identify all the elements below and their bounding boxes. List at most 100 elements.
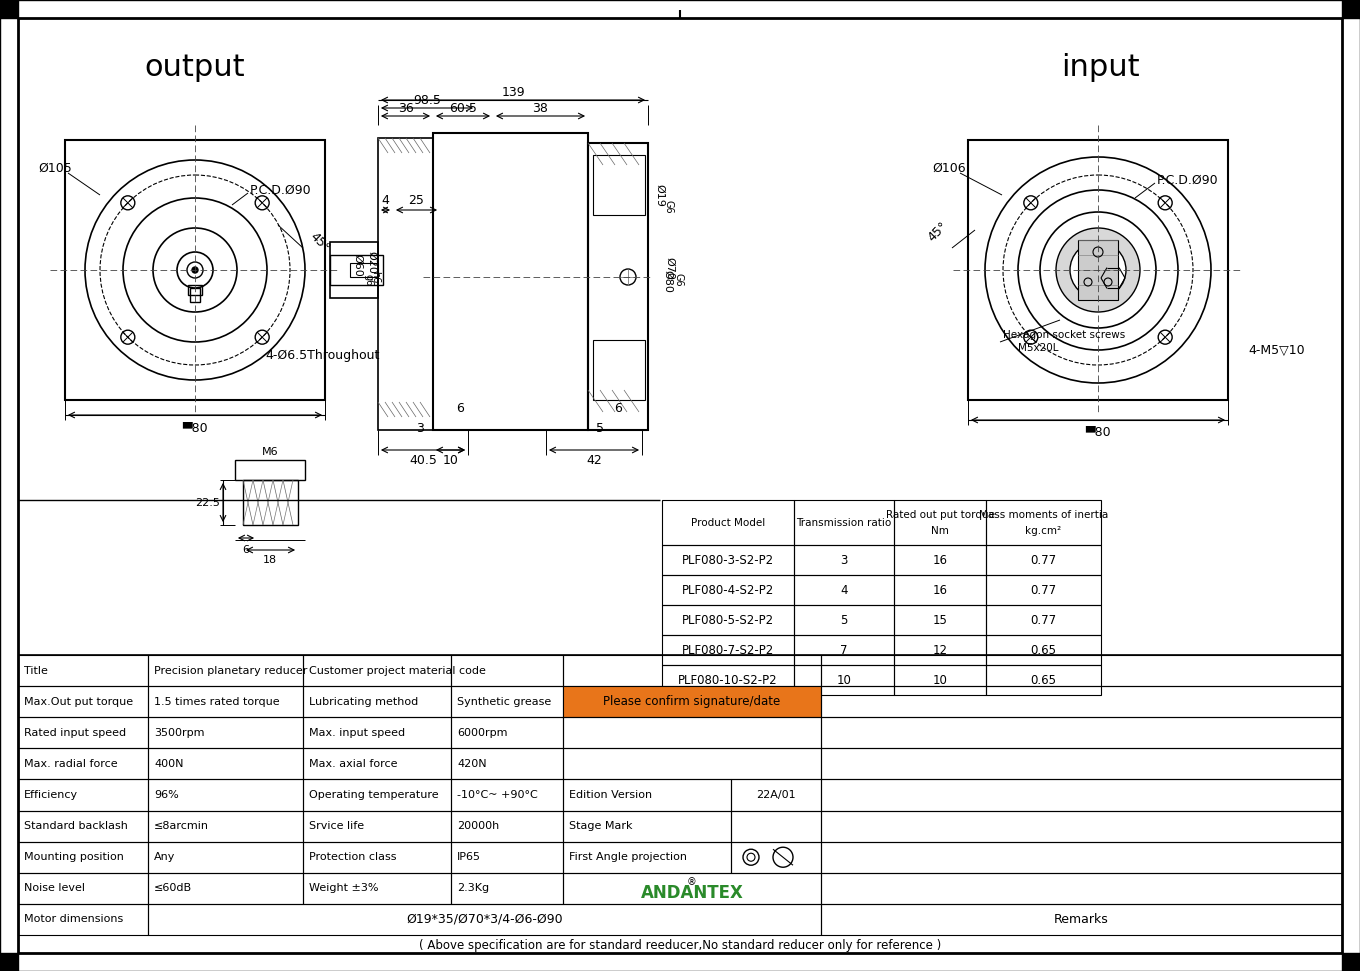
- Bar: [563, 749, 821, 780]
- Text: Protection class: Protection class: [309, 853, 397, 862]
- Bar: [452, 780, 563, 811]
- Bar: [986, 635, 1102, 665]
- Text: 22A/01: 22A/01: [756, 790, 796, 800]
- Text: 10: 10: [442, 453, 458, 466]
- Text: 96%: 96%: [154, 790, 178, 800]
- Text: Standard backlash: Standard backlash: [24, 821, 128, 831]
- Text: Ø19*35/Ø70*3/4-Ø6-Ø90: Ø19*35/Ø70*3/4-Ø6-Ø90: [407, 913, 563, 926]
- Bar: [563, 842, 732, 873]
- Bar: [148, 780, 303, 811]
- Bar: [821, 842, 1342, 873]
- Text: 6000rpm: 6000rpm: [457, 728, 507, 738]
- Bar: [794, 575, 894, 605]
- Text: 60.5: 60.5: [449, 102, 477, 115]
- Text: Edition Version: Edition Version: [568, 790, 653, 800]
- Bar: [148, 842, 303, 873]
- Text: 3: 3: [416, 421, 424, 434]
- Text: Title: Title: [24, 665, 48, 676]
- Text: 139: 139: [502, 85, 525, 98]
- Text: Max. radial force: Max. radial force: [24, 759, 117, 769]
- Bar: [188, 285, 203, 295]
- Bar: [18, 686, 148, 718]
- Bar: [986, 500, 1102, 545]
- Bar: [563, 686, 821, 718]
- Bar: [148, 873, 303, 904]
- Text: 400N: 400N: [154, 759, 184, 769]
- Text: Max.Out put torque: Max.Out put torque: [24, 696, 133, 707]
- Text: Stage Mark: Stage Mark: [568, 821, 632, 831]
- Bar: [378, 138, 432, 430]
- Text: h6: h6: [370, 271, 379, 284]
- Bar: [593, 340, 645, 400]
- Text: 10: 10: [836, 674, 851, 686]
- Text: ANDANTEX: ANDANTEX: [641, 885, 744, 902]
- Text: 38: 38: [533, 102, 548, 115]
- Text: ▀80: ▀80: [182, 421, 208, 434]
- Text: P.C.D.Ø90: P.C.D.Ø90: [250, 184, 311, 196]
- Bar: [563, 873, 821, 904]
- Bar: [235, 460, 305, 480]
- Bar: [732, 811, 821, 842]
- Text: ®: ®: [687, 878, 696, 887]
- Bar: [588, 143, 647, 430]
- Text: Precision planetary reducer: Precision planetary reducer: [154, 665, 307, 676]
- Text: 5: 5: [596, 421, 604, 434]
- Bar: [662, 665, 794, 695]
- Bar: [18, 842, 148, 873]
- Bar: [452, 686, 563, 718]
- Text: 25: 25: [408, 194, 424, 208]
- Bar: [662, 545, 794, 575]
- Bar: [821, 904, 1342, 935]
- Text: Ø106: Ø106: [932, 161, 966, 175]
- Bar: [303, 686, 452, 718]
- Bar: [794, 665, 894, 695]
- Bar: [894, 665, 986, 695]
- Bar: [452, 873, 563, 904]
- Text: Efficiency: Efficiency: [24, 790, 78, 800]
- Text: input: input: [1061, 53, 1140, 83]
- Bar: [452, 749, 563, 780]
- Text: 20000h: 20000h: [457, 821, 499, 831]
- Text: First Angle projection: First Angle projection: [568, 853, 687, 862]
- Text: Ø105: Ø105: [38, 161, 72, 175]
- Bar: [821, 749, 1342, 780]
- Text: 0.65: 0.65: [1031, 674, 1057, 686]
- Bar: [148, 749, 303, 780]
- Bar: [303, 842, 452, 873]
- Text: IP65: IP65: [457, 853, 481, 862]
- Bar: [432, 133, 588, 430]
- Bar: [821, 811, 1342, 842]
- Text: 40.5: 40.5: [409, 453, 437, 466]
- Bar: [18, 904, 148, 935]
- Bar: [303, 873, 452, 904]
- Text: M6: M6: [261, 447, 279, 457]
- Text: 18: 18: [262, 555, 277, 565]
- Bar: [452, 811, 563, 842]
- Text: ▀80: ▀80: [1085, 425, 1111, 439]
- Text: 420N: 420N: [457, 759, 487, 769]
- Bar: [794, 605, 894, 635]
- Bar: [894, 605, 986, 635]
- Text: Lubricating method: Lubricating method: [309, 696, 419, 707]
- Text: 45°: 45°: [307, 230, 332, 255]
- Bar: [303, 811, 452, 842]
- Bar: [148, 904, 821, 935]
- Bar: [18, 749, 148, 780]
- Bar: [732, 780, 821, 811]
- Text: 10: 10: [933, 674, 948, 686]
- Bar: [563, 780, 732, 811]
- Text: G6: G6: [664, 200, 673, 214]
- Bar: [303, 655, 452, 686]
- Text: 3: 3: [840, 553, 847, 566]
- Bar: [148, 718, 303, 749]
- Text: 4-M5▽10: 4-M5▽10: [1248, 344, 1304, 356]
- Text: P.C.D.Ø90: P.C.D.Ø90: [1157, 174, 1219, 186]
- Bar: [452, 842, 563, 873]
- Text: Weight ±3%: Weight ±3%: [309, 884, 378, 893]
- Text: 16: 16: [933, 584, 948, 596]
- Text: Ø19: Ø19: [656, 184, 665, 207]
- Bar: [821, 686, 1342, 718]
- Bar: [303, 718, 452, 749]
- Text: Motor dimensions: Motor dimensions: [24, 915, 124, 924]
- Text: 0.77: 0.77: [1031, 553, 1057, 566]
